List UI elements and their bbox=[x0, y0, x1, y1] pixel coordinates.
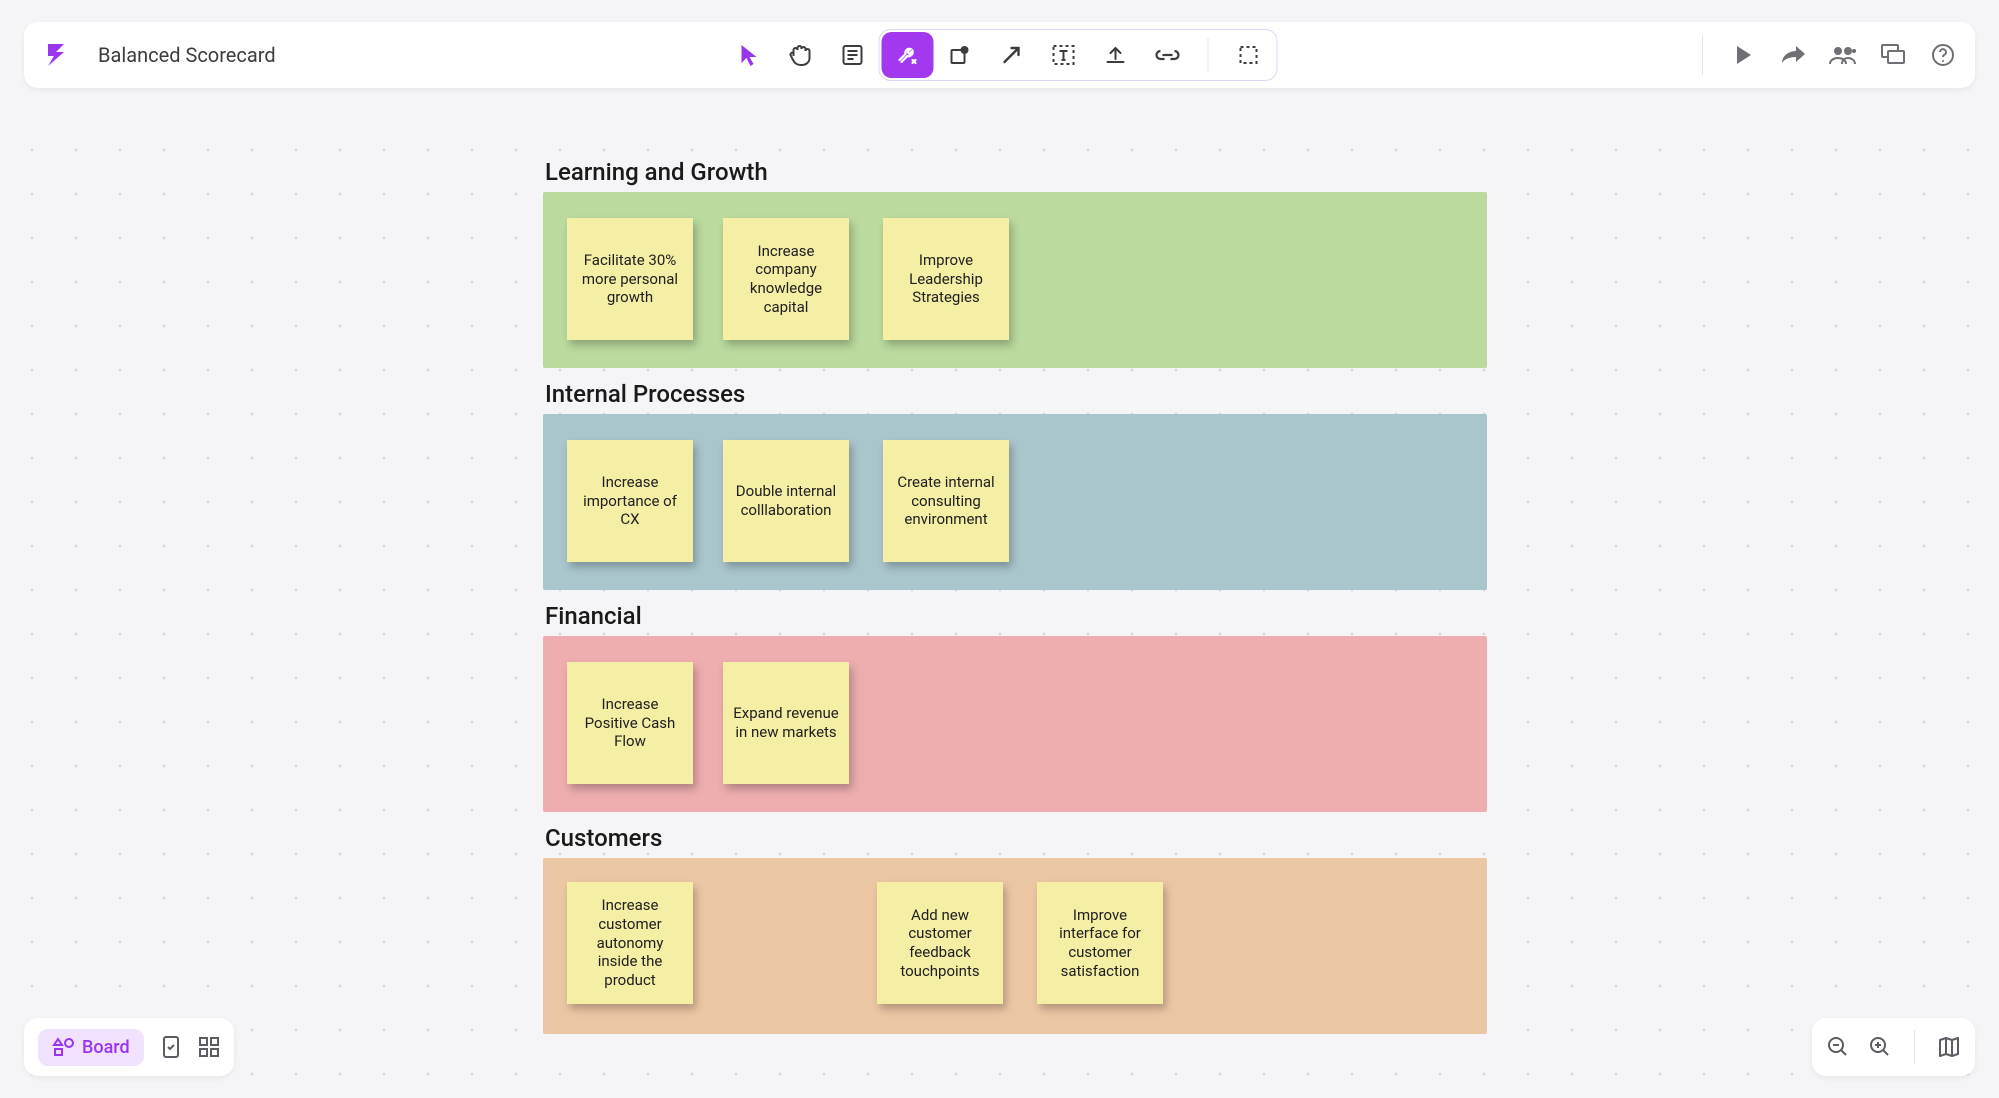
board-tab-label: Board bbox=[82, 1037, 130, 1058]
scorecard-board[interactable]: Learning and Growth Facilitate 30% more p… bbox=[543, 158, 1487, 1046]
shapes-tool-group bbox=[878, 29, 1277, 81]
sticky-note[interactable]: Improve Leadership Strategies bbox=[883, 218, 1009, 340]
text-frame-tool[interactable] bbox=[1037, 32, 1089, 78]
toolbar-separator bbox=[1702, 35, 1703, 75]
bottom-left-toolbar: Board bbox=[24, 1018, 234, 1076]
shapes-icon bbox=[52, 1037, 74, 1057]
section-title[interactable]: Internal Processes bbox=[545, 380, 1487, 408]
lane[interactable]: Increase customer autonomy inside the pr… bbox=[543, 858, 1487, 1034]
help-icon[interactable] bbox=[1929, 41, 1957, 69]
sticky-note[interactable]: Expand revenue in new markets bbox=[723, 662, 849, 784]
sticky-note[interactable]: Increase customer autonomy inside the pr… bbox=[567, 882, 693, 1004]
bottom-right-toolbar bbox=[1812, 1018, 1975, 1076]
sticky-note[interactable]: Increase company knowledge capital bbox=[723, 218, 849, 340]
sticky-note[interactable]: Increase Positive Cash Flow bbox=[567, 662, 693, 784]
toolbar-separator bbox=[1914, 1030, 1915, 1064]
canvas-viewport[interactable]: Learning and Growth Facilitate 30% more p… bbox=[0, 0, 1999, 1098]
sticky-note[interactable]: Create internal consulting environment bbox=[883, 440, 1009, 562]
section-title[interactable]: Financial bbox=[545, 602, 1487, 630]
link-tool[interactable] bbox=[1141, 32, 1193, 78]
top-toolbar: Balanced Scorecard bbox=[24, 22, 1975, 88]
cursor-tool[interactable] bbox=[722, 32, 774, 78]
sticky-note[interactable]: Double internal colllaboration bbox=[723, 440, 849, 562]
tasks-icon[interactable] bbox=[160, 1035, 182, 1059]
sticky-note[interactable]: Facilitate 30% more personal growth bbox=[567, 218, 693, 340]
section-title[interactable]: Customers bbox=[545, 824, 1487, 852]
hand-tool[interactable] bbox=[774, 32, 826, 78]
canvas-surface[interactable]: Learning and Growth Facilitate 30% more p… bbox=[0, 122, 1999, 1098]
build-tool[interactable] bbox=[881, 32, 933, 78]
comments-icon[interactable] bbox=[1879, 41, 1907, 69]
upload-tool[interactable] bbox=[1089, 32, 1141, 78]
sticky-note[interactable]: Improve interface for customer satisfact… bbox=[1037, 882, 1163, 1004]
arrow-tool[interactable] bbox=[985, 32, 1037, 78]
share-icon[interactable] bbox=[1779, 41, 1807, 69]
sticky-note[interactable]: Add new customer feedback touchpoints bbox=[877, 882, 1003, 1004]
center-tool-cluster bbox=[722, 29, 1277, 81]
shape-tool[interactable] bbox=[933, 32, 985, 78]
lane[interactable]: Increase importance of CXDouble internal… bbox=[543, 414, 1487, 590]
lane[interactable]: Increase Positive Cash FlowExpand revenu… bbox=[543, 636, 1487, 812]
sticky-note[interactable]: Increase importance of CX bbox=[567, 440, 693, 562]
app-logo-icon[interactable] bbox=[42, 41, 70, 69]
document-title[interactable]: Balanced Scorecard bbox=[98, 43, 276, 67]
section-title[interactable]: Learning and Growth bbox=[545, 158, 1487, 186]
toolbar-separator bbox=[1207, 38, 1208, 72]
note-tool[interactable] bbox=[826, 32, 878, 78]
zoom-out-icon[interactable] bbox=[1826, 1035, 1850, 1059]
right-tool-cluster bbox=[1698, 35, 1957, 75]
apps-icon[interactable] bbox=[198, 1036, 220, 1058]
present-icon[interactable] bbox=[1729, 41, 1757, 69]
zoom-in-icon[interactable] bbox=[1868, 1035, 1892, 1059]
people-icon[interactable] bbox=[1829, 41, 1857, 69]
board-tab[interactable]: Board bbox=[38, 1029, 144, 1066]
minimap-icon[interactable] bbox=[1937, 1035, 1961, 1059]
lane[interactable]: Facilitate 30% more personal growthIncre… bbox=[543, 192, 1487, 368]
marquee-tool[interactable] bbox=[1222, 32, 1274, 78]
